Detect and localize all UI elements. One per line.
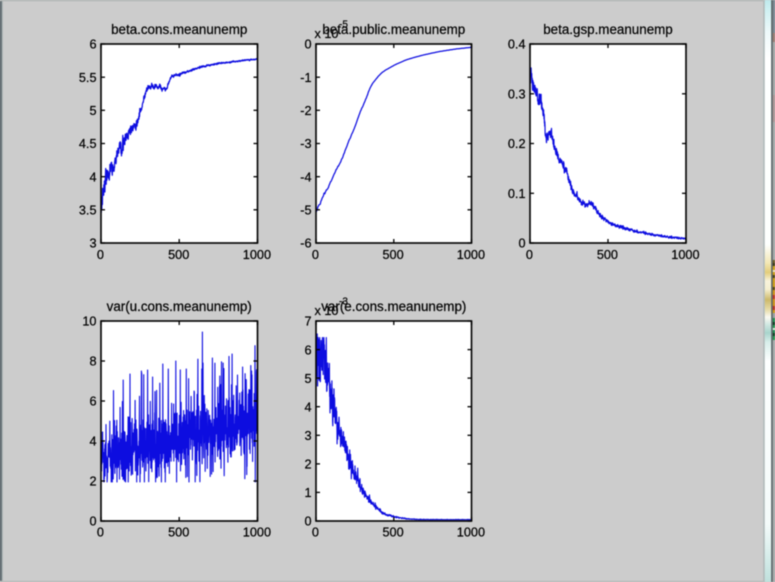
svg-text:beta.public.meanunemp: beta.public.meanunemp — [322, 22, 465, 37]
svg-text:6: 6 — [89, 395, 96, 409]
svg-text:4: 4 — [304, 400, 311, 414]
svg-text:5: 5 — [304, 372, 311, 386]
svg-text:0: 0 — [312, 526, 319, 540]
svg-text:x 10: x 10 — [315, 27, 339, 41]
svg-text:6: 6 — [89, 38, 96, 52]
svg-text:0: 0 — [97, 526, 104, 540]
svg-text:0: 0 — [518, 237, 525, 251]
svg-text:4: 4 — [89, 170, 96, 184]
svg-text:500: 500 — [383, 248, 404, 262]
svg-text:-3: -3 — [300, 137, 311, 151]
svg-text:10: 10 — [82, 315, 96, 329]
svg-text:-5: -5 — [339, 20, 348, 31]
svg-text:0.1: 0.1 — [508, 187, 526, 201]
svg-text:3: 3 — [89, 237, 96, 251]
svg-text:6: 6 — [304, 343, 311, 357]
svg-text:x 10: x 10 — [315, 304, 339, 318]
svg-text:beta.cons.meanunemp: beta.cons.meanunemp — [111, 22, 247, 37]
svg-text:-3: -3 — [339, 297, 348, 308]
svg-text:0: 0 — [304, 38, 311, 52]
svg-text:4.5: 4.5 — [79, 137, 97, 151]
svg-text:0.4: 0.4 — [508, 38, 526, 52]
svg-text:1000: 1000 — [671, 248, 699, 262]
svg-text:3.5: 3.5 — [79, 204, 97, 218]
svg-text:0: 0 — [89, 515, 96, 529]
svg-text:var(u.cons.meanunemp): var(u.cons.meanunemp) — [107, 299, 252, 314]
svg-text:-4: -4 — [300, 170, 311, 184]
svg-text:-2: -2 — [300, 104, 311, 118]
svg-text:5.5: 5.5 — [79, 71, 97, 85]
svg-text:0: 0 — [97, 248, 104, 262]
svg-text:var(e.cons.meanunemp): var(e.cons.meanunemp) — [321, 299, 466, 314]
svg-text:1000: 1000 — [457, 248, 485, 262]
svg-text:1000: 1000 — [457, 526, 485, 540]
svg-text:500: 500 — [168, 248, 189, 262]
svg-text:500: 500 — [383, 526, 404, 540]
svg-text:1: 1 — [304, 486, 311, 500]
svg-text:-5: -5 — [300, 204, 311, 218]
svg-text:500: 500 — [597, 248, 618, 262]
svg-text:-6: -6 — [300, 237, 311, 251]
svg-text:0: 0 — [526, 248, 533, 262]
svg-text:0.3: 0.3 — [508, 88, 526, 102]
svg-text:3: 3 — [304, 429, 311, 443]
svg-text:2: 2 — [89, 475, 96, 489]
svg-text:1000: 1000 — [243, 248, 271, 262]
svg-text:8: 8 — [89, 355, 96, 369]
svg-text:4: 4 — [89, 435, 96, 449]
svg-text:1000: 1000 — [243, 526, 271, 540]
svg-text:0.2: 0.2 — [508, 137, 526, 151]
svg-text:-1: -1 — [300, 71, 311, 85]
svg-text:0: 0 — [312, 248, 319, 262]
svg-text:0: 0 — [304, 515, 311, 529]
svg-text:7: 7 — [304, 315, 311, 329]
svg-text:500: 500 — [168, 526, 189, 540]
svg-text:2: 2 — [304, 458, 311, 472]
svg-text:beta.gsp.meanunemp: beta.gsp.meanunemp — [543, 22, 673, 37]
svg-text:5: 5 — [89, 104, 96, 118]
